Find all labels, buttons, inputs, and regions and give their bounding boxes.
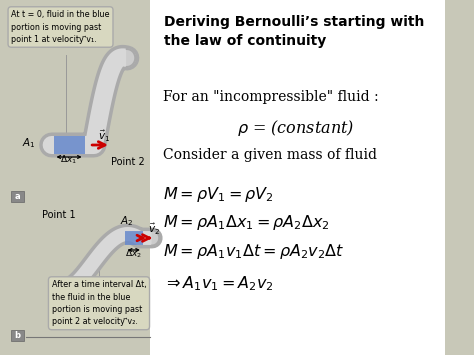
Text: $\Delta x_1$: $\Delta x_1$ xyxy=(60,154,77,166)
Bar xyxy=(150,0,446,355)
Text: At t = 0, fluid in the blue
portion is moving past
point 1 at velocity ⃗v₁.: At t = 0, fluid in the blue portion is m… xyxy=(11,10,110,44)
Text: Point 2: Point 2 xyxy=(111,157,145,167)
Text: $\vec{v}_1$: $\vec{v}_1$ xyxy=(98,129,110,144)
Text: $A_2$: $A_2$ xyxy=(120,214,134,228)
Text: a: a xyxy=(15,192,20,201)
Text: After a time interval Δt,
the fluid in the blue
portion is moving past
point 2 a: After a time interval Δt, the fluid in t… xyxy=(52,280,146,327)
Text: $\rho$ = (constant): $\rho$ = (constant) xyxy=(237,118,355,138)
Text: $M = \rho A_1 \Delta x_1 = \rho A_2 \Delta x_2$: $M = \rho A_1 \Delta x_1 = \rho A_2 \Del… xyxy=(163,213,329,232)
Text: b: b xyxy=(14,331,20,340)
Polygon shape xyxy=(152,230,159,246)
Text: $\Rightarrow A_1 v_1 = A_2 v_2$: $\Rightarrow A_1 v_1 = A_2 v_2$ xyxy=(163,274,273,293)
Text: For an "incompressible" fluid :: For an "incompressible" fluid : xyxy=(163,90,378,104)
Text: $A_1$: $A_1$ xyxy=(22,136,36,150)
Text: $\Delta x_2$: $\Delta x_2$ xyxy=(125,247,142,260)
Text: $\vec{v}_2$: $\vec{v}_2$ xyxy=(148,222,161,237)
Text: Point 1: Point 1 xyxy=(42,210,76,220)
FancyBboxPatch shape xyxy=(11,329,24,340)
Text: Consider a given mass of fluid: Consider a given mass of fluid xyxy=(163,148,376,162)
Text: Deriving Bernoulli’s starting with
the law of continuity: Deriving Bernoulli’s starting with the l… xyxy=(164,15,425,49)
Text: $M = \rho A_1 v_1 \Delta t = \rho A_2 v_2 \Delta t$: $M = \rho A_1 v_1 \Delta t = \rho A_2 v_… xyxy=(163,242,344,261)
Text: $M = \rho V_1 = \rho V_2$: $M = \rho V_1 = \rho V_2$ xyxy=(163,185,273,204)
FancyBboxPatch shape xyxy=(11,191,24,202)
Polygon shape xyxy=(127,49,135,67)
